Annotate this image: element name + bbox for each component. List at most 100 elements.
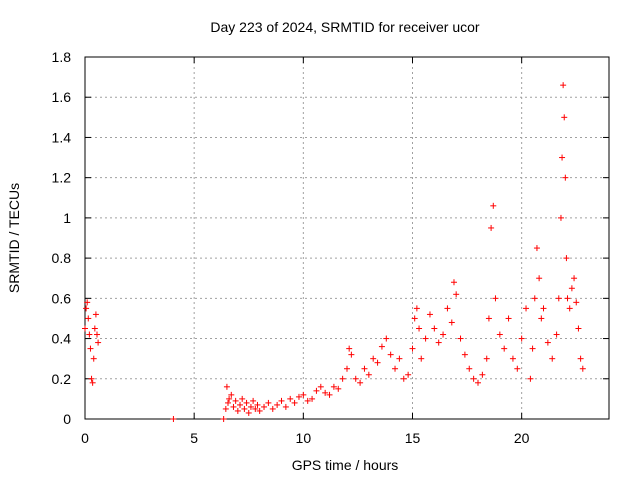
data-point (330, 383, 337, 390)
data-point (326, 391, 333, 398)
data-point (241, 405, 248, 412)
data-point (536, 275, 543, 282)
data-point (239, 395, 246, 402)
y-tick-label: 0.8 (52, 250, 72, 266)
data-point (269, 405, 276, 412)
data-point (549, 355, 556, 362)
data-point (557, 214, 564, 221)
data-point (170, 416, 177, 422)
data-point (488, 224, 495, 231)
data-point (571, 275, 578, 282)
data-point (94, 331, 101, 338)
data-point (466, 365, 473, 372)
data-point (566, 305, 573, 312)
data-point (220, 416, 227, 422)
data-point (555, 295, 562, 302)
data-point (426, 311, 433, 318)
data-point (392, 365, 399, 372)
data-point (444, 305, 451, 312)
data-point (252, 405, 259, 412)
data-point (243, 399, 250, 406)
data-point (448, 319, 455, 326)
data-point (501, 345, 508, 352)
data-point (247, 403, 254, 410)
y-axis-label: SRMTID / TECUs (6, 183, 22, 293)
x-tick-label: 15 (405, 430, 421, 446)
data-point (418, 355, 425, 362)
data-point (226, 395, 233, 402)
data-point (529, 345, 536, 352)
data-point (505, 315, 512, 322)
data-point (261, 403, 268, 410)
data-point (405, 371, 412, 378)
data-point (287, 395, 294, 402)
data-point (254, 401, 261, 408)
x-tick-label: 5 (190, 430, 198, 446)
data-point (89, 379, 96, 386)
data-point (245, 409, 252, 416)
data-point (84, 299, 91, 306)
data-point (339, 375, 346, 382)
data-point (383, 335, 390, 342)
data-point (531, 295, 538, 302)
data-point (440, 331, 447, 338)
data-marks (82, 82, 586, 422)
data-point (563, 255, 570, 262)
y-tick-label: 0 (63, 411, 71, 427)
data-point (95, 339, 102, 346)
data-point (87, 345, 94, 352)
data-point (461, 351, 468, 358)
data-point (232, 397, 239, 404)
y-tick-label: 1 (63, 210, 71, 226)
data-point (223, 383, 230, 390)
data-point (91, 325, 98, 332)
data-point (475, 379, 481, 386)
data-point (483, 355, 490, 362)
data-point (88, 375, 95, 382)
data-point (479, 371, 486, 378)
data-point (90, 355, 97, 362)
data-point (523, 305, 530, 312)
y-tick-label: 0.2 (52, 371, 72, 387)
data-point (222, 405, 229, 412)
data-point (470, 375, 477, 382)
data-point (450, 279, 457, 286)
data-point (553, 331, 560, 338)
data-point (256, 407, 263, 414)
data-point (518, 335, 525, 342)
data-point (295, 393, 302, 400)
data-point (82, 325, 88, 332)
y-tick-label: 0.6 (52, 290, 72, 306)
data-point (416, 325, 423, 332)
data-point (230, 403, 237, 410)
data-point (387, 351, 394, 358)
data-point (352, 375, 359, 382)
data-point (237, 401, 244, 408)
data-point (564, 295, 571, 302)
data-point (496, 331, 503, 338)
data-point (579, 365, 586, 372)
data-point (538, 315, 545, 322)
data-point (374, 359, 381, 366)
data-point (561, 114, 568, 121)
data-point (560, 82, 567, 89)
data-point (490, 202, 497, 209)
x-tick-label: 0 (81, 430, 89, 446)
data-point (365, 371, 372, 378)
grid-lines (85, 57, 609, 419)
data-point (544, 339, 551, 346)
data-point (346, 345, 353, 352)
data-point (85, 315, 92, 322)
data-point (396, 355, 403, 362)
data-point (370, 355, 377, 362)
data-point (92, 311, 99, 318)
plot-frame (84, 56, 610, 420)
data-point (348, 351, 355, 358)
data-point (322, 389, 329, 396)
data-point (485, 315, 492, 322)
data-point (400, 375, 407, 382)
y-tick-label: 1.8 (52, 49, 72, 65)
x-tick-label: 10 (296, 430, 312, 446)
data-point (413, 305, 420, 312)
